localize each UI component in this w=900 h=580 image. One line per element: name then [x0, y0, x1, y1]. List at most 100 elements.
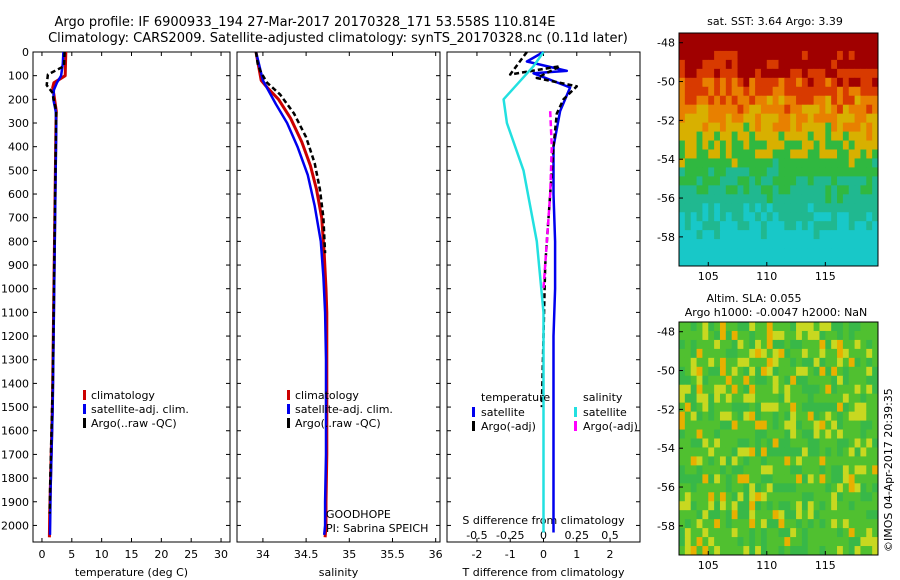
map-cell: [714, 230, 721, 240]
map-cell: [831, 510, 838, 520]
map-cell: [766, 140, 774, 150]
map-cell: [807, 322, 815, 332]
map-cell: [842, 546, 850, 556]
map-cell: [760, 402, 768, 413]
map-cell: [854, 357, 861, 368]
map-cell: [807, 492, 815, 502]
map-cell: [760, 519, 768, 529]
map-cell: [714, 68, 721, 79]
map-cell: [825, 546, 832, 556]
map-cell: [702, 393, 709, 404]
map-cell: [696, 456, 703, 466]
map-cell: [837, 131, 844, 142]
map-cell: [854, 33, 861, 43]
map-cell: [848, 113, 856, 124]
map-cell: [690, 402, 698, 413]
map-cell: [860, 50, 867, 61]
map-cell: [872, 140, 879, 150]
map-cell: [837, 50, 844, 61]
map-cell: [825, 104, 832, 115]
map-cell: [866, 501, 873, 511]
map-cell: [848, 33, 856, 43]
map-cell: [801, 33, 809, 43]
map-cell: [725, 185, 733, 195]
map-cell: [819, 375, 826, 386]
map-cell: [766, 149, 774, 159]
map-cell: [807, 212, 815, 222]
map-cell: [807, 393, 815, 404]
map-cell: [702, 537, 709, 547]
map-cell: [760, 339, 768, 350]
map-cell: [725, 322, 733, 332]
map-cell: [860, 528, 867, 538]
map-cell: [866, 113, 873, 124]
map-cell: [807, 77, 815, 88]
map-cell: [755, 230, 762, 240]
map-cell: [807, 375, 815, 386]
map-cell: [702, 77, 709, 88]
map-cell: [790, 528, 797, 538]
map-cell: [737, 519, 744, 529]
map-cell: [807, 384, 815, 395]
map-cell: [837, 366, 844, 377]
map-cell: [825, 194, 832, 204]
map-cell: [825, 248, 832, 258]
map-cell: [702, 221, 709, 231]
map-cell: [714, 339, 721, 350]
map-cell: [819, 194, 826, 204]
map-cell: [801, 483, 809, 493]
map-cell: [749, 239, 756, 249]
map-cell: [684, 447, 692, 457]
map-cell: [801, 212, 809, 222]
map-cell: [696, 140, 703, 150]
map-cell: [725, 149, 733, 159]
temperature-xtick-label: 20: [154, 548, 168, 561]
map-cell: [831, 483, 838, 493]
map-cell: [778, 456, 785, 466]
map-cell: [813, 185, 820, 195]
map-cell: [737, 456, 744, 466]
map-cell: [708, 348, 715, 359]
map-cell: [743, 474, 750, 484]
map-cell: [837, 230, 844, 240]
map-cell: [842, 375, 850, 386]
map-cell: [760, 322, 768, 332]
map-cell: [684, 68, 692, 79]
map-cell: [743, 537, 750, 547]
map-cell: [790, 465, 797, 475]
map-cell: [684, 420, 692, 431]
map-cell: [813, 411, 820, 422]
map-cell: [749, 176, 756, 186]
map-cell: [866, 348, 873, 359]
map-cell: [714, 510, 721, 520]
map-cell: [848, 104, 856, 115]
map-cell: [714, 393, 721, 404]
map-cell: [708, 519, 715, 529]
map-cell: [679, 528, 686, 538]
map-cell: [848, 546, 856, 556]
map-cell: [684, 366, 692, 377]
map-cell: [702, 483, 709, 493]
map-cell: [807, 149, 815, 159]
map-cell: [848, 149, 856, 159]
map-cell: [743, 393, 750, 404]
map-frame: [678, 32, 879, 267]
map-cell: [760, 420, 768, 431]
map-cell: [842, 86, 850, 97]
map-cell: [725, 95, 733, 106]
map-cell: [842, 185, 850, 195]
map-cell: [760, 375, 768, 386]
map-cell: [796, 212, 803, 222]
map-cell: [819, 357, 826, 368]
map-cell: [760, 203, 768, 213]
map-cell: [749, 483, 756, 493]
map-cell: [696, 158, 703, 168]
map-cell: [766, 176, 774, 186]
map-cell: [702, 158, 709, 168]
map-cell: [679, 257, 686, 267]
map-cell: [807, 330, 815, 341]
map-cell: [708, 402, 715, 413]
depth-tick-label: 1600: [1, 425, 29, 438]
map-cell: [796, 158, 803, 168]
map-cell: [801, 113, 809, 124]
